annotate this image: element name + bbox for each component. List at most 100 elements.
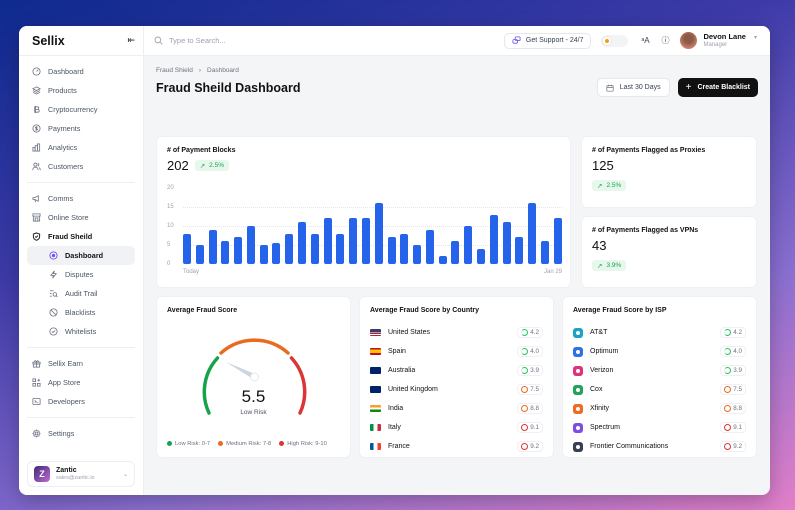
bar[interactable] [336, 233, 345, 264]
top-bar: Sellix ⇤ Type to Search... Get Support -… [19, 26, 770, 56]
sidebar-item-sellix-earn[interactable]: Sellix Earn [19, 354, 143, 373]
search-bar[interactable]: Type to Search... [144, 36, 504, 45]
bar[interactable] [400, 233, 409, 264]
breadcrumb-item[interactable]: Fraud Shield [156, 67, 193, 74]
bar[interactable] [259, 245, 268, 264]
sidebar-subitem-disputes[interactable]: Disputes [27, 265, 135, 284]
bar[interactable] [540, 241, 549, 264]
bar[interactable] [361, 218, 370, 264]
bar[interactable] [246, 226, 255, 264]
score-value: 8.8 [530, 405, 539, 412]
sidebar-item-fraud-sheild[interactable]: Fraud Sheild [19, 227, 143, 246]
bar[interactable] [323, 218, 332, 264]
card-title: Average Fraud Score [167, 307, 238, 314]
bar[interactable] [387, 237, 396, 264]
sidebar-item-products[interactable]: Products [19, 81, 143, 100]
x-label-end: Jan 29 [543, 269, 562, 275]
sidebar-item-dashboard[interactable]: Dashboard [19, 62, 143, 81]
score-ring-icon [724, 329, 732, 336]
score-badge: 4.0 [517, 346, 543, 357]
create-blacklist-button[interactable]: + Create Blacklist [677, 78, 758, 97]
bar[interactable] [451, 241, 460, 264]
arrow-up-right-icon: ↗ [597, 262, 603, 270]
search-icon [154, 36, 163, 45]
user-menu[interactable]: Devon Lane Manager ▾ [680, 32, 757, 49]
bar[interactable] [502, 222, 511, 264]
chat-icon [512, 36, 521, 44]
sidebar-subitem-whitelists[interactable]: Whitelists [27, 322, 135, 341]
date-range-button[interactable]: Last 30 Days [596, 78, 670, 97]
bar[interactable] [374, 203, 383, 264]
bar[interactable] [208, 229, 217, 264]
sidebar-subitem-dashboard[interactable]: Dashboard [27, 246, 135, 265]
get-support-button[interactable]: Get Support - 24/7 [503, 32, 592, 49]
score-badge: 9.2 [517, 441, 543, 452]
sidebar-item-payments[interactable]: Payments [19, 119, 143, 138]
sun-icon [603, 36, 612, 45]
bar[interactable] [298, 222, 307, 264]
flag-icon [370, 386, 381, 393]
isp-row: Cox 7.5 [573, 380, 746, 399]
bar[interactable] [515, 237, 524, 264]
divider [27, 417, 135, 418]
score-ring-icon [724, 386, 732, 393]
translate-icon[interactable]: ᵃA [641, 36, 650, 45]
score-ring-icon [521, 386, 529, 393]
score-badge: 9.1 [517, 422, 543, 433]
isp-logo-icon [573, 365, 583, 376]
sidebar-item-customers[interactable]: Customers [19, 157, 143, 176]
info-icon[interactable]: ⓘ [661, 36, 670, 45]
bar[interactable] [476, 248, 485, 264]
sidebar-item-analytics[interactable]: Analytics [19, 138, 143, 157]
flag-icon [370, 367, 381, 374]
sidebar-item-cryptocurrency[interactable]: Cryptocurrency [19, 100, 143, 119]
bar[interactable] [438, 256, 447, 264]
isp-name: Verizon [590, 367, 614, 374]
score-ring-icon [521, 348, 529, 355]
bar[interactable] [195, 245, 204, 264]
bar[interactable] [272, 243, 281, 264]
bar[interactable] [349, 218, 358, 264]
trend-badge: ↗ 2.5% [194, 160, 229, 171]
apps-icon [32, 378, 41, 387]
logo-text: Sellix [32, 33, 65, 48]
fraud-score-value: 5.5 [241, 387, 266, 406]
theme-toggle[interactable] [601, 34, 629, 47]
bar[interactable] [285, 233, 294, 264]
bar[interactable] [489, 214, 498, 264]
score-badge: 4.2 [720, 327, 746, 338]
bar[interactable] [183, 233, 191, 264]
bar[interactable] [221, 241, 230, 264]
bar[interactable] [425, 229, 434, 264]
trend-value: 2.5% [209, 162, 224, 169]
sidebar-subitem-blacklists[interactable]: Blacklists [27, 303, 135, 322]
audit-icon [49, 290, 58, 298]
sidebar-item-comms[interactable]: Comms [19, 189, 143, 208]
x-label-start: Today [183, 269, 200, 275]
bar[interactable] [413, 245, 422, 264]
bar[interactable] [464, 226, 473, 264]
sidebar-subitem-audit-trail[interactable]: Audit Trail [27, 284, 135, 303]
isp-name: Frontier Communications [590, 443, 669, 450]
search-input[interactable]: Type to Search... [169, 36, 226, 45]
trend-badge: ↗ 3.9% [592, 260, 627, 271]
payment-blocks-chart: 20 15 10 5 0 Today Jan 29 [167, 185, 562, 277]
sidebar-item-online-store[interactable]: Online Store [19, 208, 143, 227]
collapse-sidebar-icon[interactable]: ⇤ [127, 35, 135, 45]
arrow-up-right-icon: ↗ [199, 162, 206, 170]
sidebar-item-label: Developers [48, 397, 85, 406]
sidebar-item-label: Payments [48, 124, 81, 133]
bar[interactable] [553, 218, 562, 264]
bar[interactable] [234, 237, 243, 264]
workspace-switcher[interactable]: Z Zantic sales@zantic.io ⌄ [27, 461, 135, 487]
workspace-email: sales@zantic.io [56, 474, 95, 481]
sidebar-item-developers[interactable]: Developers [19, 392, 143, 411]
score-value: 7.5 [530, 386, 539, 393]
dollar-circle-icon [32, 124, 41, 133]
bar[interactable] [528, 203, 537, 264]
sidebar-item-app-store[interactable]: App Store [19, 373, 143, 392]
fraud-score-card: Average Fraud Score 5.5 Low Risk Low Ris… [156, 296, 351, 458]
bar[interactable] [310, 233, 319, 264]
divider [27, 182, 135, 183]
sidebar-item-settings[interactable]: Settings [19, 424, 143, 443]
